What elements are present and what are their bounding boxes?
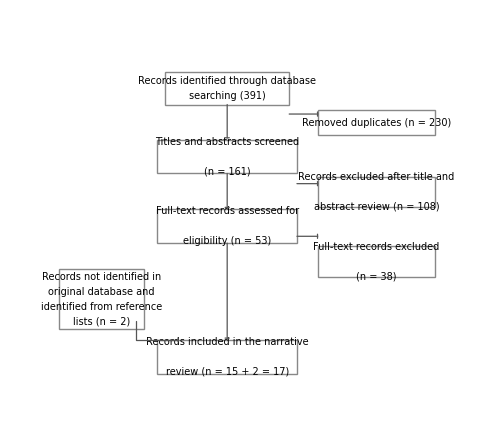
Text: Records excluded after title and

abstract review (n = 108): Records excluded after title and abstrac…: [298, 172, 454, 212]
FancyBboxPatch shape: [158, 139, 297, 173]
Text: Records included in the narrative

review (n = 15 + 2 = 17): Records included in the narrative review…: [146, 337, 308, 377]
FancyBboxPatch shape: [158, 340, 297, 374]
Text: Removed duplicates (n = 230): Removed duplicates (n = 230): [302, 118, 451, 127]
Text: Full-text records excluded

(n = 38): Full-text records excluded (n = 38): [313, 242, 440, 281]
FancyBboxPatch shape: [318, 247, 434, 277]
Text: Records not identified in
original database and
identified from reference
lists : Records not identified in original datab…: [40, 272, 162, 326]
FancyBboxPatch shape: [158, 209, 297, 243]
FancyBboxPatch shape: [318, 177, 434, 207]
FancyBboxPatch shape: [165, 72, 289, 105]
Text: Titles and abstracts screened

(n = 161): Titles and abstracts screened (n = 161): [155, 137, 299, 176]
FancyBboxPatch shape: [318, 110, 434, 135]
Text: Records identified through database
searching (391): Records identified through database sear…: [138, 76, 316, 101]
FancyBboxPatch shape: [58, 269, 144, 329]
Text: Full-text records assessed for

eligibility (n = 53): Full-text records assessed for eligibili…: [156, 206, 299, 246]
